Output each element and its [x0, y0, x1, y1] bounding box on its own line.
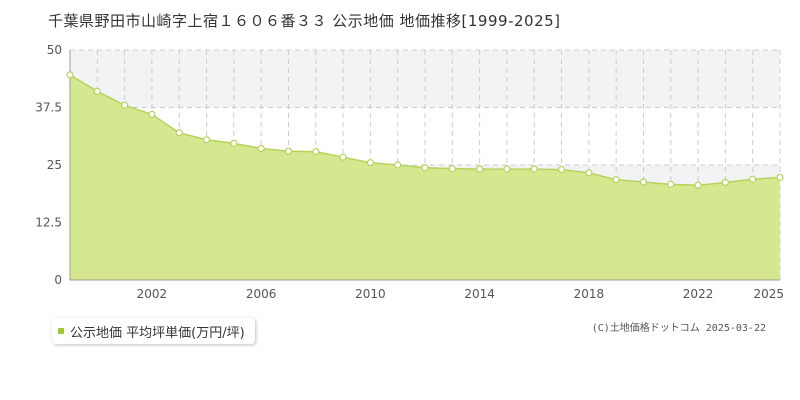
data-point: [612, 176, 620, 184]
legend-swatch: [58, 328, 64, 334]
data-point: [585, 169, 593, 177]
price-area-fill: [70, 74, 780, 280]
data-point: [202, 136, 211, 144]
y-tick-label: 0: [54, 273, 62, 287]
data-point: [148, 110, 156, 119]
y-tick-label: 25: [47, 158, 62, 172]
x-tick-label: 2010: [355, 287, 386, 301]
x-tick-label: 2018: [574, 287, 605, 301]
chart-title: 千葉県野田市山崎字上宿１６０６番３３ 公示地価 地価推移[1999-2025]: [48, 12, 561, 30]
data-point: [694, 181, 702, 189]
data-point: [530, 165, 538, 173]
data-point: [421, 164, 429, 172]
data-point: [175, 129, 183, 137]
y-tick-label: 50: [47, 43, 62, 57]
data-point: [503, 165, 511, 173]
data-point: [476, 165, 484, 173]
data-point: [776, 173, 784, 182]
x-tick-label: 2002: [137, 287, 168, 301]
x-tick-label: 2025: [753, 287, 784, 301]
data-point: [312, 148, 320, 156]
data-point: [394, 161, 402, 169]
data-point: [557, 166, 566, 174]
y-tick-label: 37.5: [35, 101, 62, 115]
legend: 公示地価 平均坪単価(万円/坪): [52, 318, 255, 344]
data-point: [448, 165, 456, 173]
data-point: [66, 71, 74, 79]
data-point: [257, 144, 265, 153]
data-point: [749, 175, 757, 183]
data-point: [339, 153, 347, 161]
data-point: [230, 139, 238, 147]
x-tick-label: 2014: [464, 287, 495, 301]
data-point: [284, 147, 293, 155]
data-point: [721, 178, 729, 187]
data-point: [639, 178, 648, 186]
data-point: [93, 87, 101, 96]
x-tick-label: 2006: [246, 287, 277, 301]
copyright-text: (C)土地価格ドットコム 2025-03-22: [591, 323, 766, 334]
y-tick-label: 12.5: [35, 216, 62, 230]
legend-label: 公示地価 平均坪単価(万円/坪): [70, 325, 245, 341]
data-point: [366, 159, 374, 167]
data-point: [121, 101, 129, 109]
x-tick-label: 2022: [683, 287, 714, 301]
data-point: [667, 180, 675, 188]
